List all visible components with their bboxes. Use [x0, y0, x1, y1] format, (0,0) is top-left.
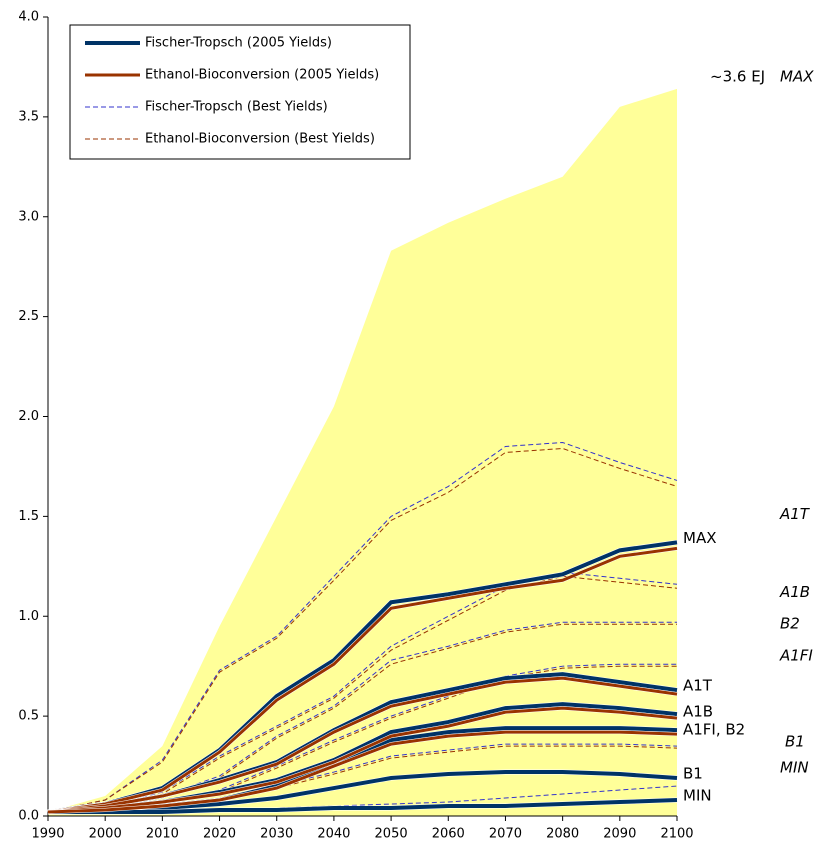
end-label: B1: [683, 765, 703, 783]
legend-label: Fischer-Tropsch (2005 Yields): [145, 36, 332, 51]
y-tick-label: 3.5: [18, 109, 39, 124]
legend: [69, 24, 411, 160]
y-tick-label: 0.0: [18, 809, 39, 824]
x-tick-label: 2010: [146, 827, 179, 842]
y-tick-label: 2.0: [18, 409, 39, 424]
x-tick-label: 2100: [660, 827, 693, 842]
x-tick-label: 2040: [317, 827, 350, 842]
side-label: A1FI: [779, 647, 813, 665]
line: [47, 706, 678, 814]
side-label: MAX: [780, 67, 814, 85]
end-label: MIN: [683, 787, 712, 805]
line: [47, 447, 678, 813]
line: [47, 546, 678, 814]
x-tick-label: 2060: [432, 827, 465, 842]
x-tick-label: 2080: [546, 827, 579, 842]
side-label: ~3.6 EJ: [710, 67, 765, 85]
area: [48, 88, 677, 816]
y-tick-label: 4.0: [18, 10, 39, 25]
side-label: A1T: [779, 505, 811, 523]
legend-label: Ethanol-Bioconversion (Best Yields): [145, 132, 375, 147]
x-tick-label: 2090: [603, 827, 636, 842]
end-label: MAX: [683, 529, 716, 547]
y-tick-label: 2.5: [18, 309, 39, 324]
end-label: A1T: [683, 677, 713, 695]
x-tick-label: 2070: [489, 827, 522, 842]
line: [47, 441, 678, 813]
y-tick-label: 3.0: [18, 209, 39, 224]
end-label: A1FI, B2: [683, 721, 745, 739]
y-tick-label: 1.0: [18, 609, 39, 624]
x-tick-label: 2050: [375, 827, 408, 842]
end-label: A1B: [683, 703, 713, 721]
side-label: A1B: [779, 583, 810, 601]
y-tick-label: 0.5: [18, 709, 39, 724]
legend-label: Ethanol-Bioconversion (2005 Yields): [145, 68, 379, 83]
side-label: B1: [785, 733, 805, 751]
side-label: MIN: [780, 759, 809, 777]
line: [47, 676, 678, 814]
y-tick-label: 1.5: [18, 509, 39, 524]
side-label: B2: [780, 615, 800, 633]
line: [48, 798, 678, 815]
x-tick-label: 2030: [260, 827, 293, 842]
x-tick-label: 1990: [31, 827, 64, 842]
line: [47, 730, 678, 814]
x-tick-label: 2020: [203, 827, 236, 842]
x-tick-label: 2000: [89, 827, 122, 842]
legend-label: Fischer-Tropsch (Best Yields): [145, 100, 328, 115]
